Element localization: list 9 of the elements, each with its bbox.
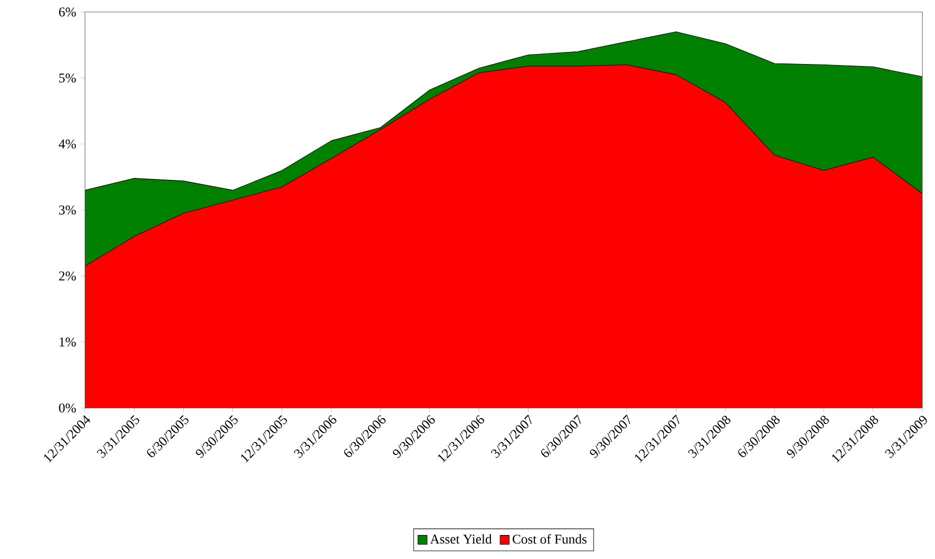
legend-label: Cost of Funds bbox=[512, 534, 586, 544]
y-tick-label: 5% bbox=[59, 73, 76, 83]
y-tick-label: 2% bbox=[59, 271, 76, 281]
y-tick-label: 1% bbox=[60, 337, 76, 346]
legend-label: Asset Yield bbox=[430, 534, 492, 544]
y-tick-label: 0% bbox=[59, 403, 76, 412]
y-tick-label: 6% bbox=[59, 7, 76, 17]
y-tick-label: 4% bbox=[58, 139, 76, 149]
y-tick-label: 3% bbox=[59, 205, 76, 215]
